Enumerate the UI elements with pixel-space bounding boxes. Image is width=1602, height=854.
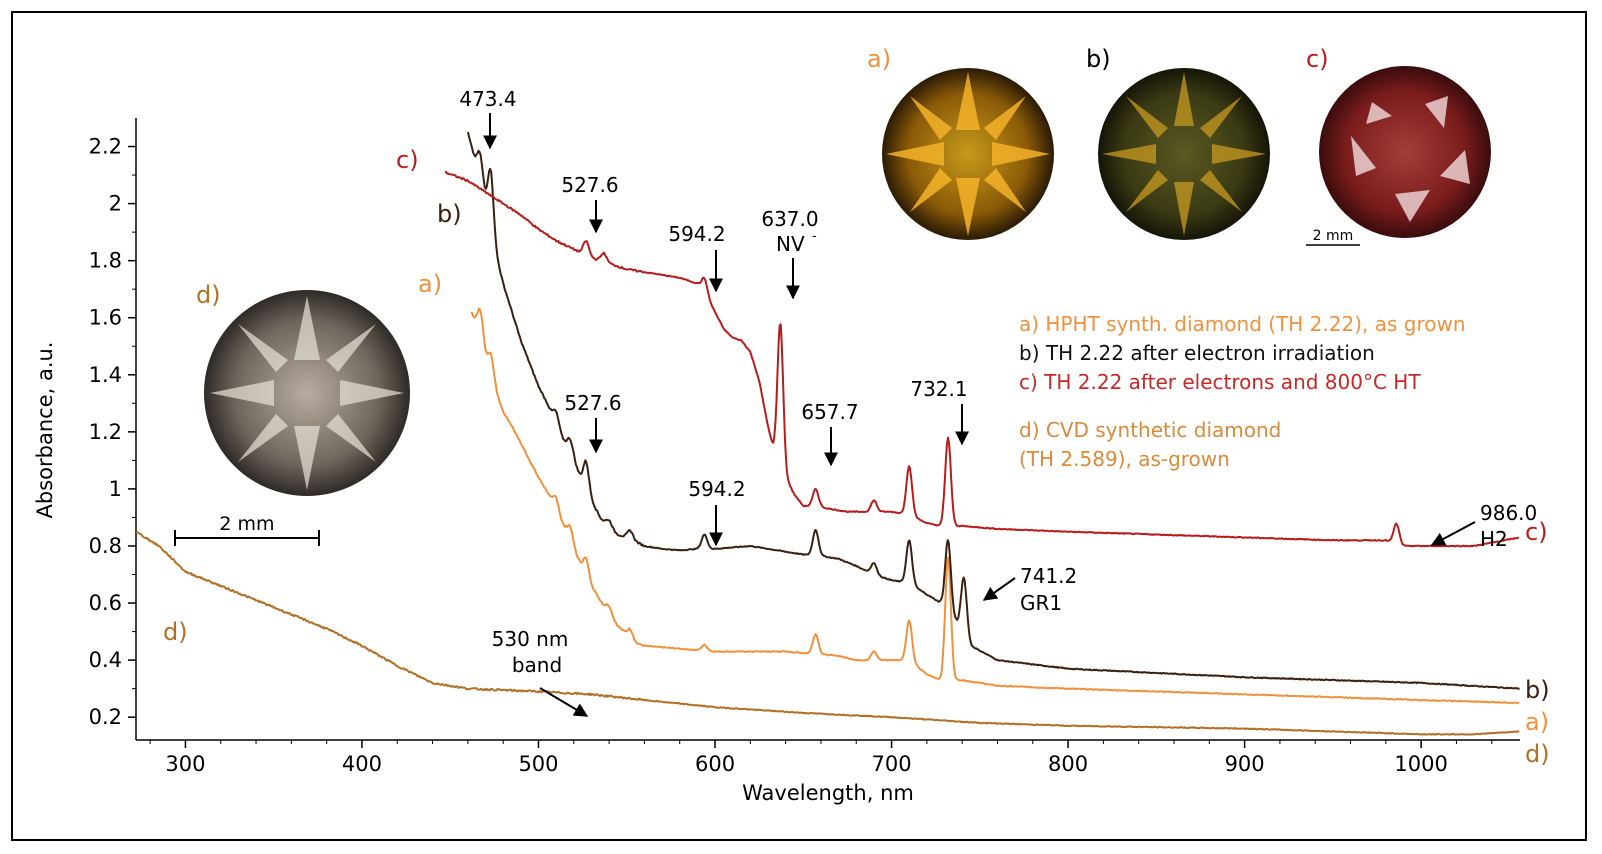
- y-tick-label: 1.4: [89, 363, 122, 387]
- annotation-986: 986.0: [1480, 501, 1537, 525]
- annotation-594-upper: 594.2: [668, 222, 725, 246]
- gem-facets-a: [886, 72, 1050, 236]
- curve-label-a-right: a): [1525, 708, 1549, 736]
- y-tick-label: 0.6: [89, 591, 122, 615]
- figure-frame: [11, 11, 1587, 841]
- photo-label-a: a): [867, 45, 891, 73]
- y-tick-label: 1.8: [89, 249, 122, 273]
- legend-entry-d-line1: d) CVD synthetic diamond: [1019, 418, 1281, 442]
- annotation-527-upper: 527.6: [561, 173, 618, 197]
- y-tick-label: 0.2: [89, 705, 122, 729]
- y-tick-label: 1.2: [89, 420, 122, 444]
- arrow-741: [982, 577, 1016, 601]
- x-tick-label: 700: [872, 752, 912, 776]
- annotation-657: 657.7: [801, 400, 858, 424]
- annotation-band: band: [512, 653, 562, 677]
- curve-label-a-left: a): [418, 270, 442, 298]
- legend-entry-d-line2: (TH 2.589), as-grown: [1019, 447, 1230, 471]
- curve-label-d-right: d): [1525, 740, 1550, 768]
- gem-photos: a) b) c): [174, 45, 1491, 546]
- y-axis-label: Absorbance, a.u.: [33, 342, 57, 519]
- series-group: [135, 131, 1520, 736]
- x-tick-label: 500: [518, 752, 558, 776]
- series-line-b: [466, 131, 1520, 690]
- photo-label-b: b): [1086, 45, 1111, 73]
- gem-photo-c: [1319, 66, 1491, 238]
- curve-label-c-right: c): [1525, 518, 1548, 546]
- legend-entry-b: b) TH 2.22 after electron irradiation: [1019, 341, 1375, 365]
- legend-entry-a: a) HPHT synth. diamond (TH 2.22), as gro…: [1019, 312, 1466, 336]
- scale-label-small: 2 mm: [1313, 228, 1354, 244]
- gem-facets-c: [1351, 96, 1470, 222]
- annotation-741: 741.2: [1020, 564, 1077, 588]
- series-line-c: [444, 170, 1520, 548]
- y-ticks: 0.2 0.4 0.6 0.8 1 1.2 1.4 1.6 1.8 2 2.2: [89, 135, 136, 729]
- x-tick-label: 900: [1225, 752, 1265, 776]
- annotation-732: 732.1: [910, 377, 967, 401]
- x-tick-label: 600: [695, 752, 735, 776]
- x-tick-label: 400: [342, 752, 382, 776]
- curve-label-b-right: b): [1525, 676, 1550, 704]
- x-tick-label: 800: [1048, 752, 1088, 776]
- y-tick-label: 1: [109, 477, 122, 501]
- peak-annotations: 473.4 527.6 594.2 637.0 NV - 527.6 657.7…: [459, 87, 1537, 717]
- axes: [135, 118, 1520, 741]
- annotation-527-lower: 527.6: [564, 391, 621, 415]
- gem-facets-b: [1102, 72, 1266, 236]
- photo-label-c: c): [1306, 45, 1329, 73]
- y-tick-label: 0.8: [89, 534, 122, 558]
- series-line-a: [470, 307, 1520, 705]
- annotation-nv: NV: [776, 232, 805, 256]
- curve-label-b-left: b): [437, 200, 462, 228]
- curve-label-d-left: d): [163, 618, 188, 646]
- annotation-637: 637.0: [761, 207, 818, 231]
- x-tick-label: 1000: [1394, 752, 1447, 776]
- annotation-nv-minus: -: [812, 229, 817, 244]
- legend: a) HPHT synth. diamond (TH 2.22), as gro…: [1019, 312, 1466, 471]
- y-tick-label: 0.4: [89, 648, 122, 672]
- x-ticks: 300 400 500 600 700 800 900 1000: [149, 740, 1493, 776]
- series-line-d: [135, 530, 1520, 736]
- curve-label-c-left: c): [396, 146, 419, 174]
- y-tick-label: 1.6: [89, 306, 122, 330]
- y-tick-label: 2: [109, 192, 122, 216]
- y-tick-label: 2.2: [89, 135, 122, 159]
- annotation-gr1: GR1: [1020, 591, 1062, 615]
- x-axis-label: Wavelength, nm: [742, 781, 914, 805]
- annotation-530nm: 530 nm: [492, 627, 569, 651]
- gem-facets-d: [210, 296, 404, 490]
- legend-entry-c: c) TH 2.22 after electrons and 800°C HT: [1019, 370, 1421, 394]
- annotation-473: 473.4: [459, 87, 516, 111]
- scale-label-large: 2 mm: [219, 513, 274, 535]
- photo-label-d: d): [196, 281, 221, 309]
- arrow-530nm: [539, 687, 589, 717]
- annotation-h2: H2: [1480, 527, 1508, 551]
- arrow-986: [1430, 521, 1476, 546]
- x-tick-label: 300: [165, 752, 205, 776]
- annotation-594-lower: 594.2: [688, 477, 745, 501]
